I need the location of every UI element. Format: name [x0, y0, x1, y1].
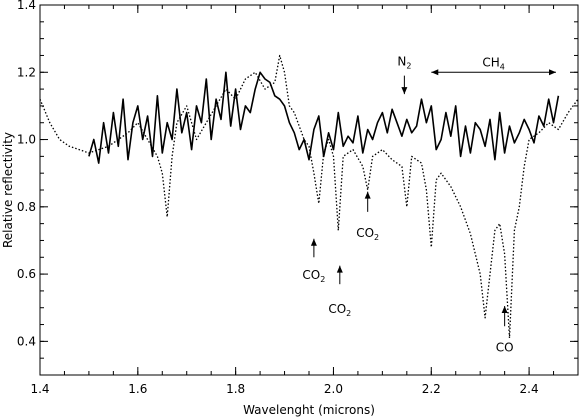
x-tick-label: 2.0	[324, 382, 343, 396]
ch4-label: CH4	[482, 55, 505, 71]
feature-label: CO2	[328, 302, 351, 318]
x-tick-label: 1.4	[30, 382, 49, 396]
x-axis-title: Wavelenght (microns)	[243, 403, 375, 417]
up-arrow-head	[336, 265, 343, 273]
up-arrow-head	[364, 191, 371, 199]
x-tick-label: 2.4	[520, 382, 539, 396]
y-tick-label: 0.6	[17, 267, 36, 281]
ch4-range-left-head	[431, 69, 439, 76]
annotation-layer: CO2 CO2 CO2 N2 CO CH4	[302, 55, 556, 354]
up-arrow-head	[501, 306, 508, 314]
x-tick-label: 1.6	[128, 382, 147, 396]
x-axis-ticks: 1.4 1.6 1.8 2.0 2.2 2.4	[30, 5, 579, 396]
solid-spectrum-line	[88, 71, 560, 164]
dotted-spectrum-line	[39, 54, 579, 339]
feature-label: N2	[397, 55, 411, 71]
y-tick-label: 1.4	[17, 0, 36, 12]
y-tick-label: 1.0	[17, 133, 36, 147]
x-tick-label: 2.2	[422, 382, 441, 396]
y-tick-label: 0.8	[17, 200, 36, 214]
down-arrow-head	[401, 87, 408, 95]
up-arrow-head	[310, 238, 317, 246]
feature-label: CO2	[302, 268, 325, 284]
x-tick-label: 1.8	[226, 382, 245, 396]
feature-label: CO	[496, 340, 514, 354]
y-tick-label: 1.2	[17, 65, 36, 79]
feature-label: CO2	[356, 226, 379, 242]
y-axis-ticks: 0.4 0.6 0.8 1.0 1.2 1.4	[17, 0, 578, 376]
y-tick-label: 0.4	[17, 334, 36, 348]
ch4-range-right-head	[548, 69, 556, 76]
y-axis-title: Relative reflectivity	[1, 132, 15, 248]
series-layer	[39, 54, 579, 339]
